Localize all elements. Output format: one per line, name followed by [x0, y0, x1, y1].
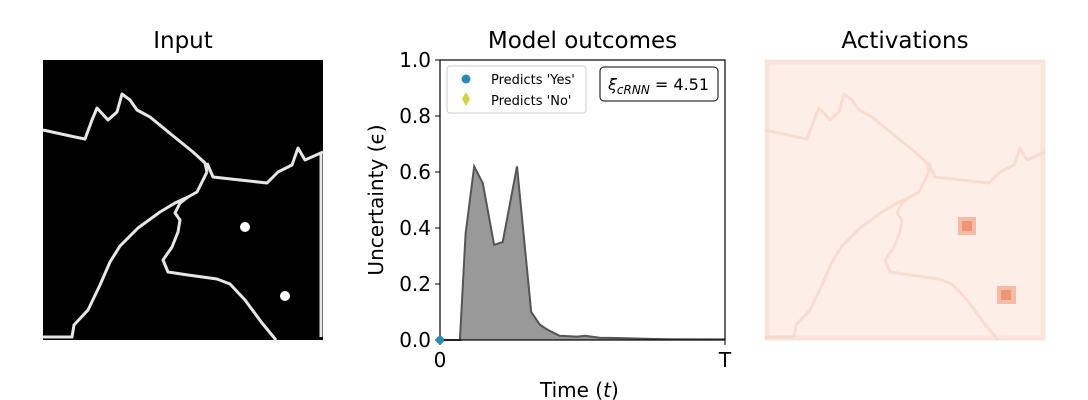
- activation-hotspot: [958, 217, 976, 235]
- x-tick-label: T: [718, 348, 732, 372]
- plot-frame: [439, 59, 726, 341]
- prediction-marker: [436, 336, 444, 344]
- input-panel-title: Input: [153, 28, 213, 54]
- input-image: [42, 60, 324, 341]
- y-tick-label: 0.2: [399, 272, 431, 296]
- x-tick-label: 0: [434, 348, 447, 372]
- legend: Predicts 'Yes' Predicts 'No': [446, 65, 587, 114]
- input-dot: [240, 222, 250, 232]
- xi-annotation-box: [599, 66, 719, 102]
- xi-annotation: ξcRNN = 4.51: [599, 66, 719, 102]
- y-tick-label: 0.6: [399, 160, 431, 184]
- y-tick-label: 1.0: [399, 48, 431, 72]
- input-outline: [42, 92, 324, 341]
- uncertainty-line: [440, 163, 726, 341]
- input-dot: [280, 291, 290, 301]
- y-tick-label: 0.0: [399, 328, 431, 352]
- activations-outline: [764, 92, 1046, 341]
- x-axis-label: Time (t): [539, 378, 619, 400]
- model-panel-title: Model outcomes: [487, 28, 678, 54]
- hotspot-inner: [962, 221, 972, 231]
- y-axis-ticks: 0.0 0.2 0.4 0.6 0.8 1.0: [399, 48, 440, 352]
- activations-panel-title: Activations: [841, 28, 969, 54]
- activation-hotspot: [997, 286, 1016, 304]
- xi-annotation-text: ξcRNN = 4.51: [607, 75, 709, 97]
- y-axis-label: Uncertainty (ϵ): [364, 124, 388, 275]
- legend-yes-marker: [461, 74, 471, 84]
- hotspot-inner: [1001, 290, 1011, 300]
- legend-yes-label: Predicts 'Yes': [491, 73, 575, 88]
- prediction-markers: [436, 336, 444, 344]
- uncertainty-area: [440, 166, 725, 340]
- y-tick-label: 0.4: [399, 216, 431, 240]
- legend-box: [446, 65, 587, 114]
- activations-border-glow: [764, 59, 1046, 341]
- legend-no-label: Predicts 'No': [491, 94, 572, 109]
- input-dots: [240, 222, 290, 301]
- activations-heatmap: [764, 59, 1046, 341]
- legend-no-marker: [462, 92, 470, 106]
- y-tick-label: 0.8: [399, 104, 431, 128]
